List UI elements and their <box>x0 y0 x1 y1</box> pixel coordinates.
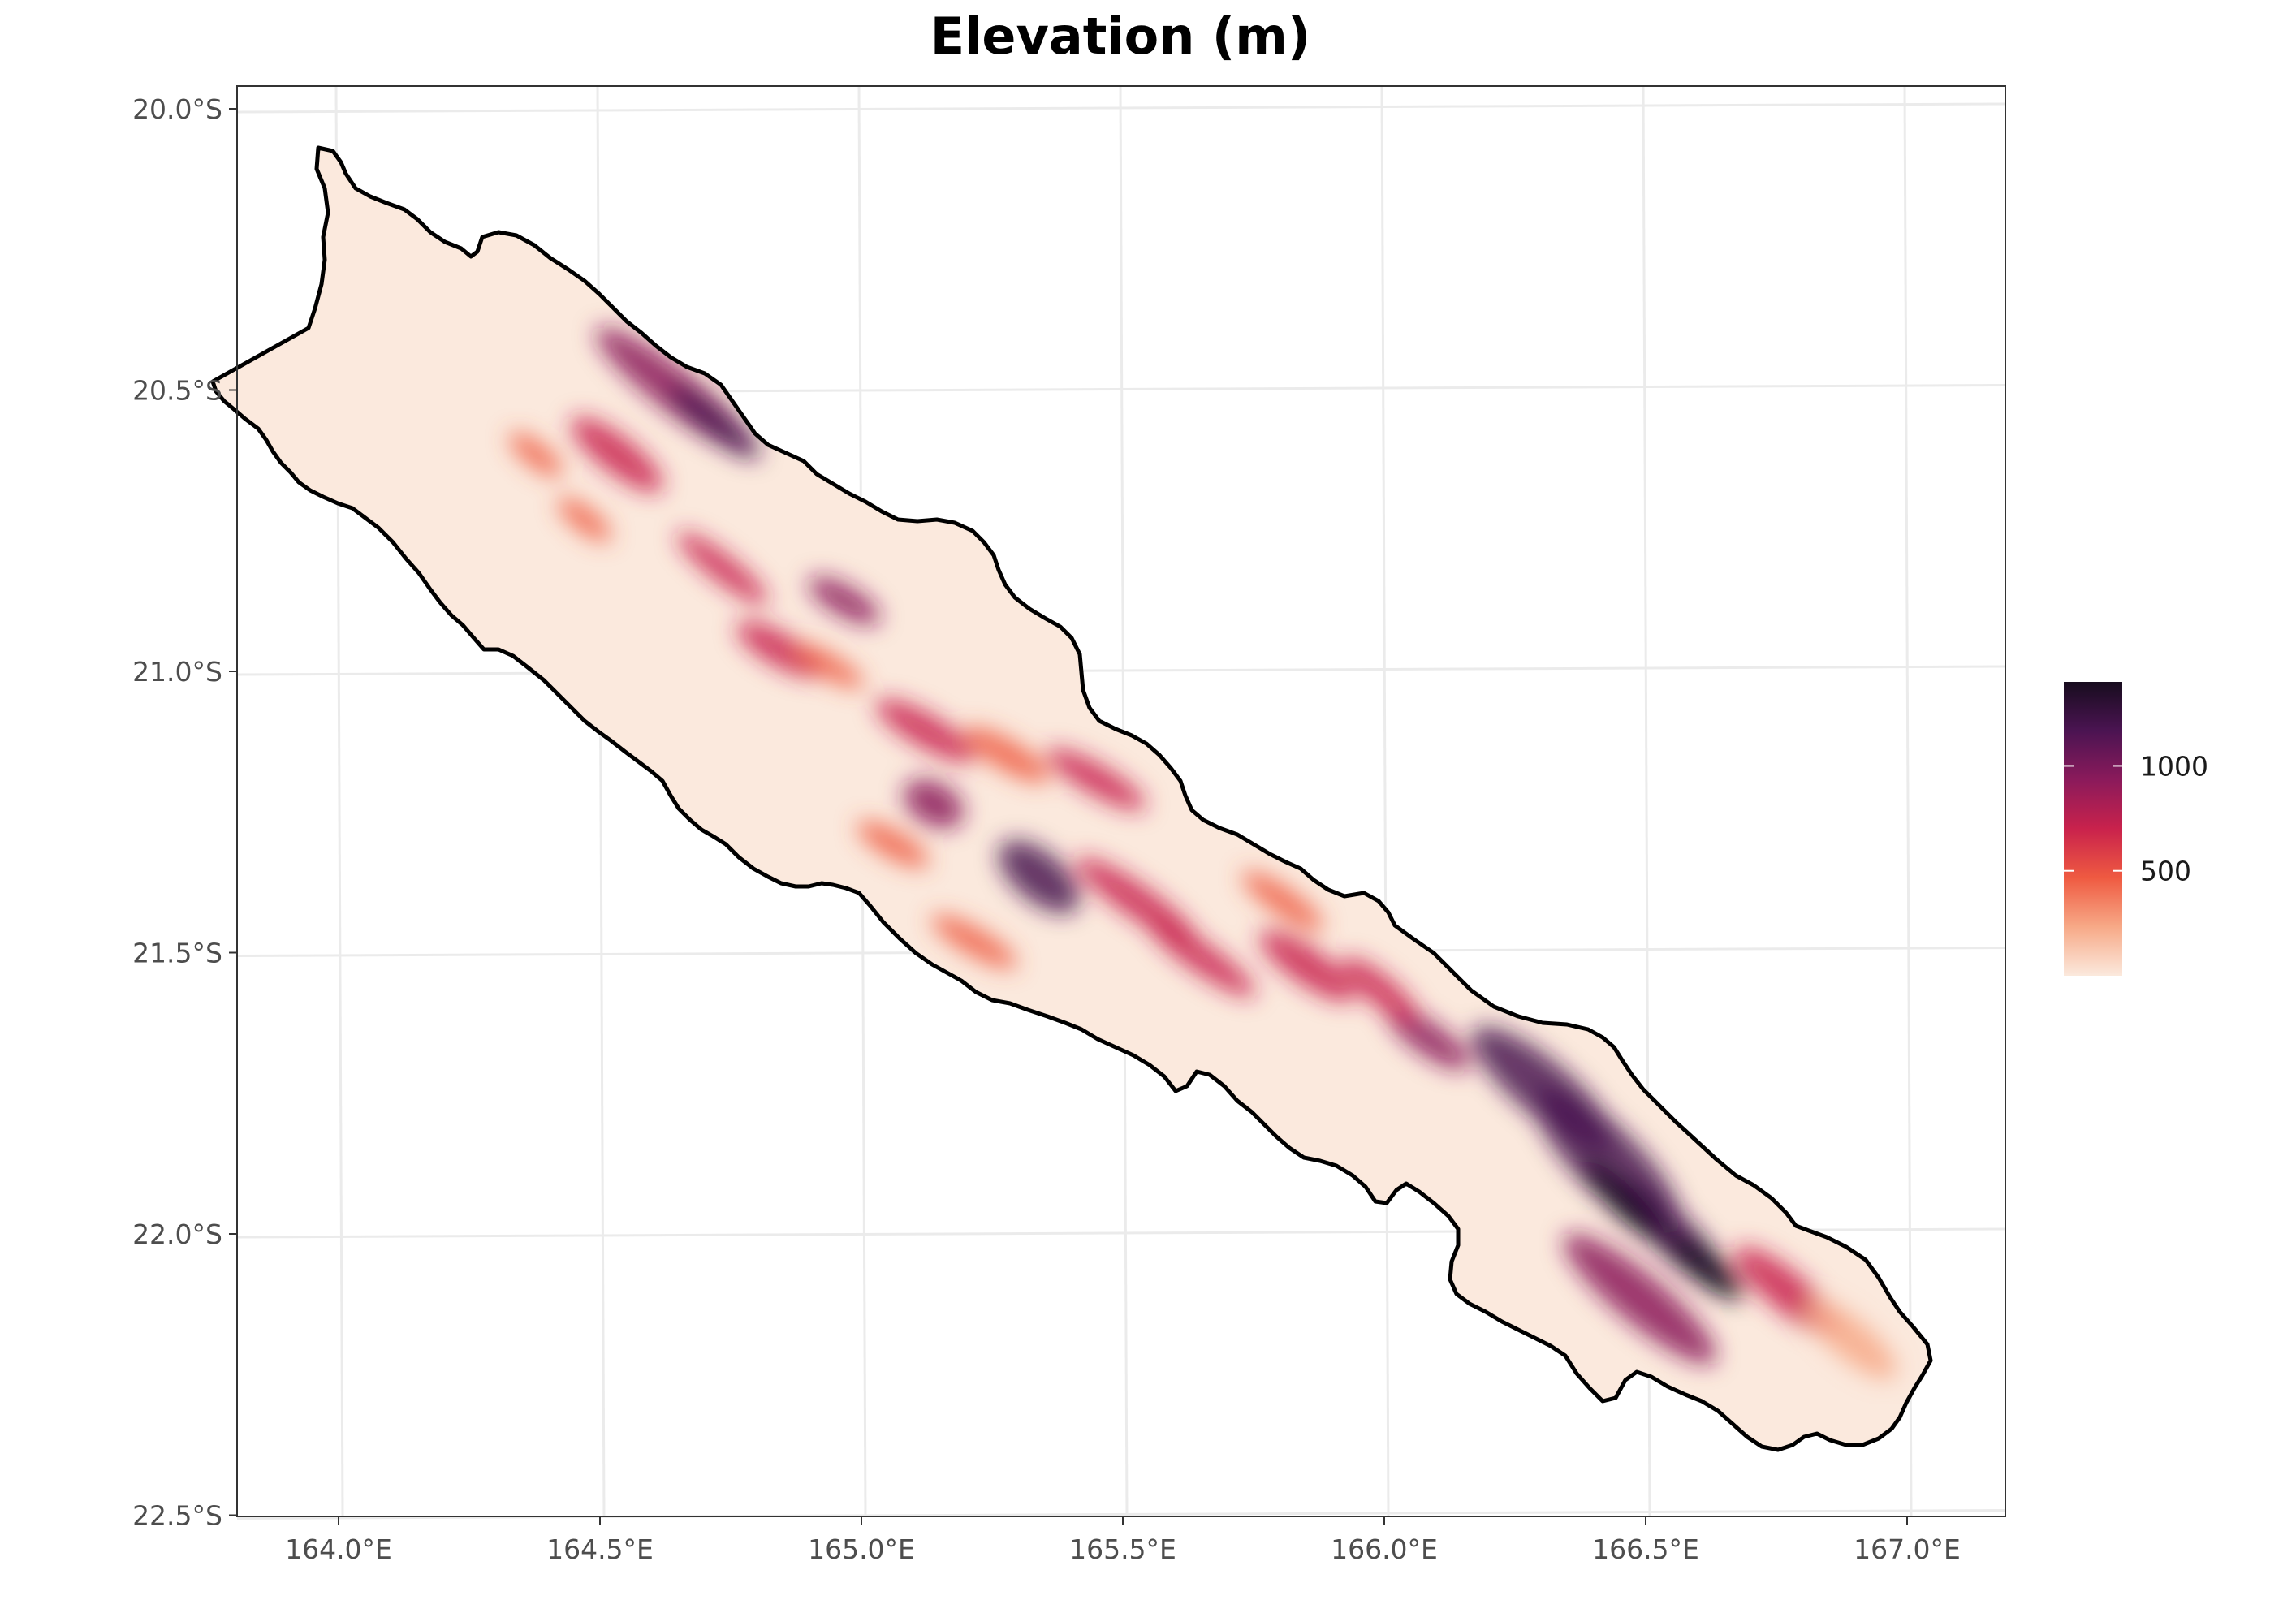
relief-patch <box>509 433 563 477</box>
relief-patch <box>875 698 976 763</box>
relief-patch <box>668 385 761 459</box>
x-tick-label: 165.0°E <box>808 1533 915 1565</box>
colorbar-legend: 500 1000 <box>2064 682 2208 976</box>
y-tick-label: 20.0°S <box>132 93 222 125</box>
relief-patch <box>904 778 964 829</box>
gridline-y <box>236 102 2006 114</box>
relief-patch <box>1582 1159 1666 1244</box>
relief-patch <box>1666 1232 1744 1300</box>
legend-tick-label: 1000 <box>2140 750 2208 782</box>
relief-patch <box>1806 1300 1897 1379</box>
x-tick-label: 167.0°E <box>1854 1533 1961 1565</box>
relief-shading <box>509 327 1897 1379</box>
coastline <box>210 145 1933 1452</box>
plot-panel-border <box>236 85 2006 1517</box>
gridline-x <box>1903 85 1913 1517</box>
x-axis: 164.0°E 164.5°E 165.0°E 165.5°E 166.0°E 166.5… <box>285 1516 1961 1565</box>
relief-patch <box>1242 871 1323 931</box>
relief-patch <box>857 821 930 868</box>
x-tick-label: 165.5°E <box>1069 1533 1176 1565</box>
relief-patch <box>1564 1233 1716 1365</box>
legend-tick-label: 500 <box>2140 856 2191 887</box>
relief-patch <box>558 498 611 541</box>
x-tick-label: 164.0°E <box>285 1533 392 1565</box>
relief-patch <box>792 643 864 688</box>
relief-patch <box>1388 1007 1470 1071</box>
relief-patch <box>1341 957 1419 1024</box>
gridline-x <box>1380 85 1390 1517</box>
x-tick-label: 164.5°E <box>546 1533 654 1565</box>
x-tick-label: 166.0°E <box>1331 1533 1438 1565</box>
relief-patch <box>931 914 1017 969</box>
relief-patch <box>736 621 822 678</box>
y-tick-label: 22.0°S <box>132 1218 222 1250</box>
relief-patch <box>964 727 1050 783</box>
relief-patch <box>676 532 769 605</box>
relief-patch <box>1147 918 1256 998</box>
map-title: Elevation (m) <box>930 6 1311 66</box>
gridline-y <box>236 665 2006 676</box>
island-elevation <box>210 145 1933 1452</box>
relief-patch <box>999 840 1080 913</box>
relief-patch <box>808 576 881 625</box>
relief-patch <box>1046 748 1146 811</box>
x-tick-label: 166.5°E <box>1592 1533 1699 1565</box>
colorbar <box>2064 682 2122 976</box>
y-tick-label: 21.0°S <box>132 656 222 688</box>
y-axis: 20.0°S 20.5°S 21.0°S 21.5°S 22.0°S 22.5°S <box>132 93 237 1532</box>
y-tick-label: 20.5°S <box>132 375 222 407</box>
relief-patch <box>1259 929 1355 1003</box>
y-tick-label: 21.5°S <box>132 938 222 969</box>
relief-patch <box>571 416 663 493</box>
y-tick-label: 22.5°S <box>132 1500 222 1532</box>
